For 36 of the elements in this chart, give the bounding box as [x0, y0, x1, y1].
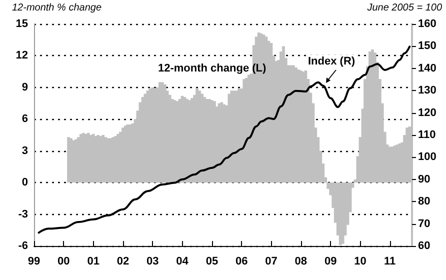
x-tick-label: 03	[146, 256, 159, 268]
series-label: 12-month change (L)	[158, 62, 267, 74]
x-tick-label: 10	[354, 256, 366, 268]
y2-axis-title: June 2005 = 100	[366, 2, 442, 14]
y-axis-title: 12-month % change	[12, 2, 102, 14]
y2-tick-label: 130	[418, 84, 436, 97]
y2-tick-label: 150	[418, 40, 436, 52]
x-tick-label: 00	[58, 256, 70, 268]
y2-tick-label: 70	[418, 218, 430, 230]
x-tick-label: 02	[116, 256, 130, 268]
x-tick-label: 06	[235, 256, 248, 268]
y-tick-label: 12	[16, 50, 28, 62]
y2-tick-label: 140	[418, 62, 436, 74]
x-tick-label: 11	[384, 256, 396, 268]
y-tick-label: 9	[22, 81, 28, 94]
x-tick-label: 09	[324, 256, 337, 268]
y2-tick-label: 120	[418, 106, 436, 119]
y-tick-label: 0	[22, 176, 28, 189]
y-tick-label: 6	[22, 113, 28, 126]
series-label: Index (R)	[308, 56, 356, 68]
x-tick-label: 07	[265, 256, 278, 268]
x-tick-label: 05	[206, 256, 218, 268]
y2-tick-label: 90	[418, 173, 430, 186]
y2-tick-label: 160	[418, 18, 436, 30]
y2-tick-label: 110	[418, 129, 436, 141]
x-tick-label: 01	[87, 256, 100, 268]
y-tick-label: 15	[16, 18, 28, 30]
y2-tick-label: 60	[418, 240, 430, 252]
y-tick-label: 3	[22, 144, 28, 157]
y2-tick-label: 100	[418, 151, 436, 164]
y-tick-label: -6	[18, 240, 28, 252]
y2-tick-label: 80	[418, 196, 430, 208]
x-tick-label: 08	[294, 256, 307, 268]
x-tick-label: 99	[28, 256, 40, 268]
x-tick-label: 04	[176, 256, 190, 268]
y-tick-label: -3	[18, 208, 28, 220]
